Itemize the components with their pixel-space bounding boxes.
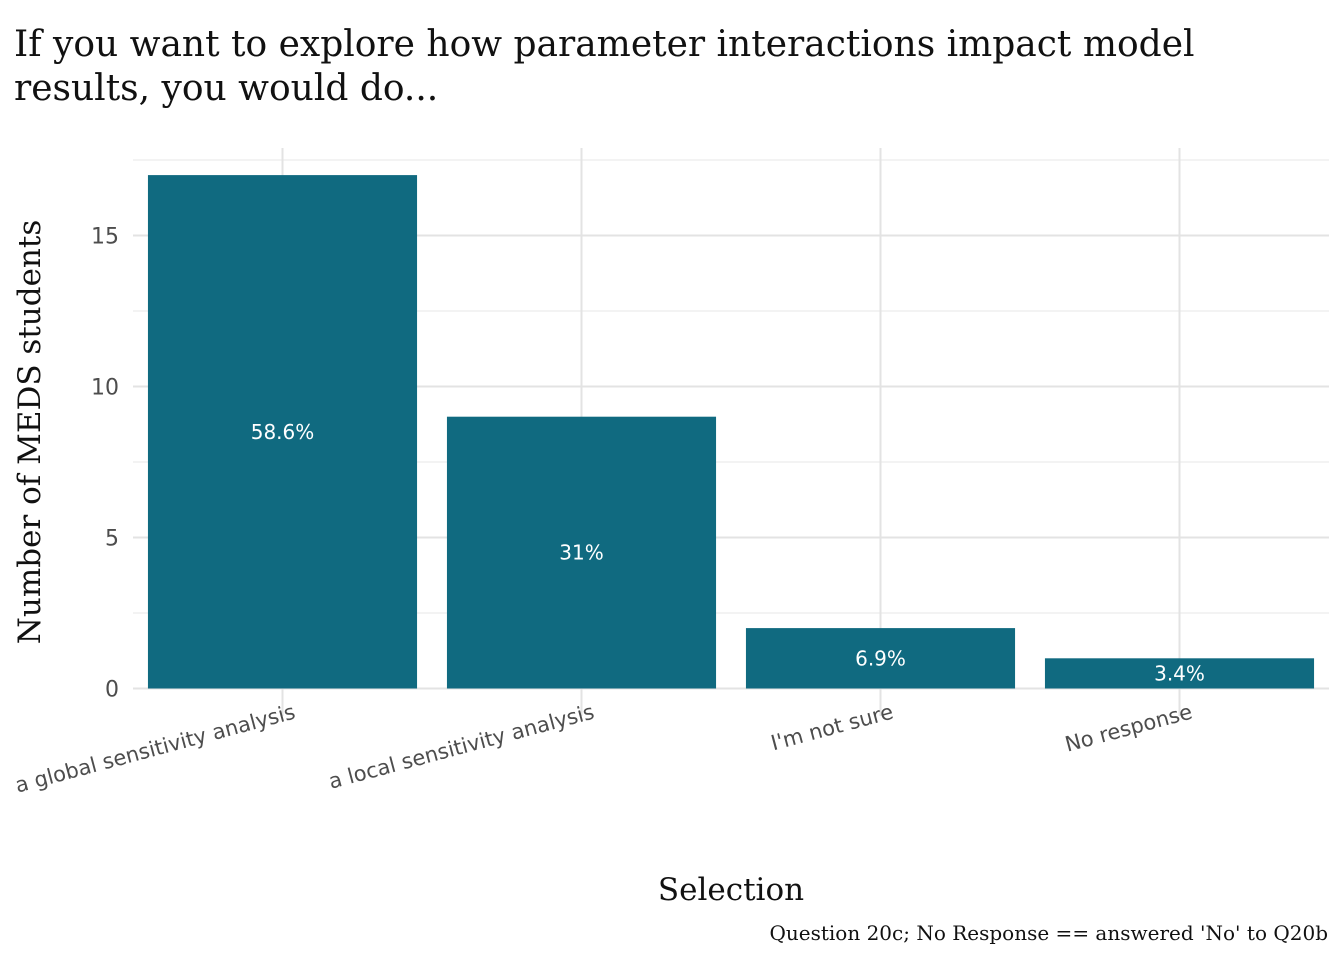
- y-axis-title: Number of MEDS students: [12, 220, 48, 645]
- chart-title-line-2: results, you would do...: [14, 68, 438, 109]
- x-tick-label: a local sensitivity analysis: [326, 700, 597, 794]
- x-axis-title: Selection: [658, 872, 804, 908]
- bar-value-label: 3.4%: [1154, 661, 1205, 685]
- x-axis-ticks: a global sensitivity analysis a local sen…: [13, 700, 1195, 798]
- chart-title: If you want to explore how parameter int…: [14, 24, 1195, 109]
- x-tick-label: I'm not sure: [768, 700, 895, 756]
- bar: [446, 416, 717, 689]
- bar-value-label: 31%: [559, 541, 603, 565]
- chart-caption: Question 20c; No Response == answered 'N…: [769, 921, 1328, 945]
- y-axis-ticks: 0 5 10 15: [91, 225, 119, 703]
- chart-title-line-1: If you want to explore how parameter int…: [14, 24, 1195, 65]
- y-tick-label: 0: [105, 678, 119, 703]
- bars: 58.6% 31% 6.9% 3.4%: [147, 175, 1315, 689]
- y-tick-label: 10: [91, 376, 119, 401]
- x-tick-label: No response: [1062, 700, 1194, 757]
- x-tick-label: a global sensitivity analysis: [13, 700, 298, 798]
- y-tick-label: 5: [105, 527, 119, 552]
- bar: [147, 175, 418, 689]
- bar-value-label: 58.6%: [251, 420, 315, 444]
- bar: [745, 628, 1016, 689]
- bar-value-label: 6.9%: [855, 646, 906, 670]
- y-tick-label: 15: [91, 225, 119, 250]
- bar: [1044, 658, 1315, 689]
